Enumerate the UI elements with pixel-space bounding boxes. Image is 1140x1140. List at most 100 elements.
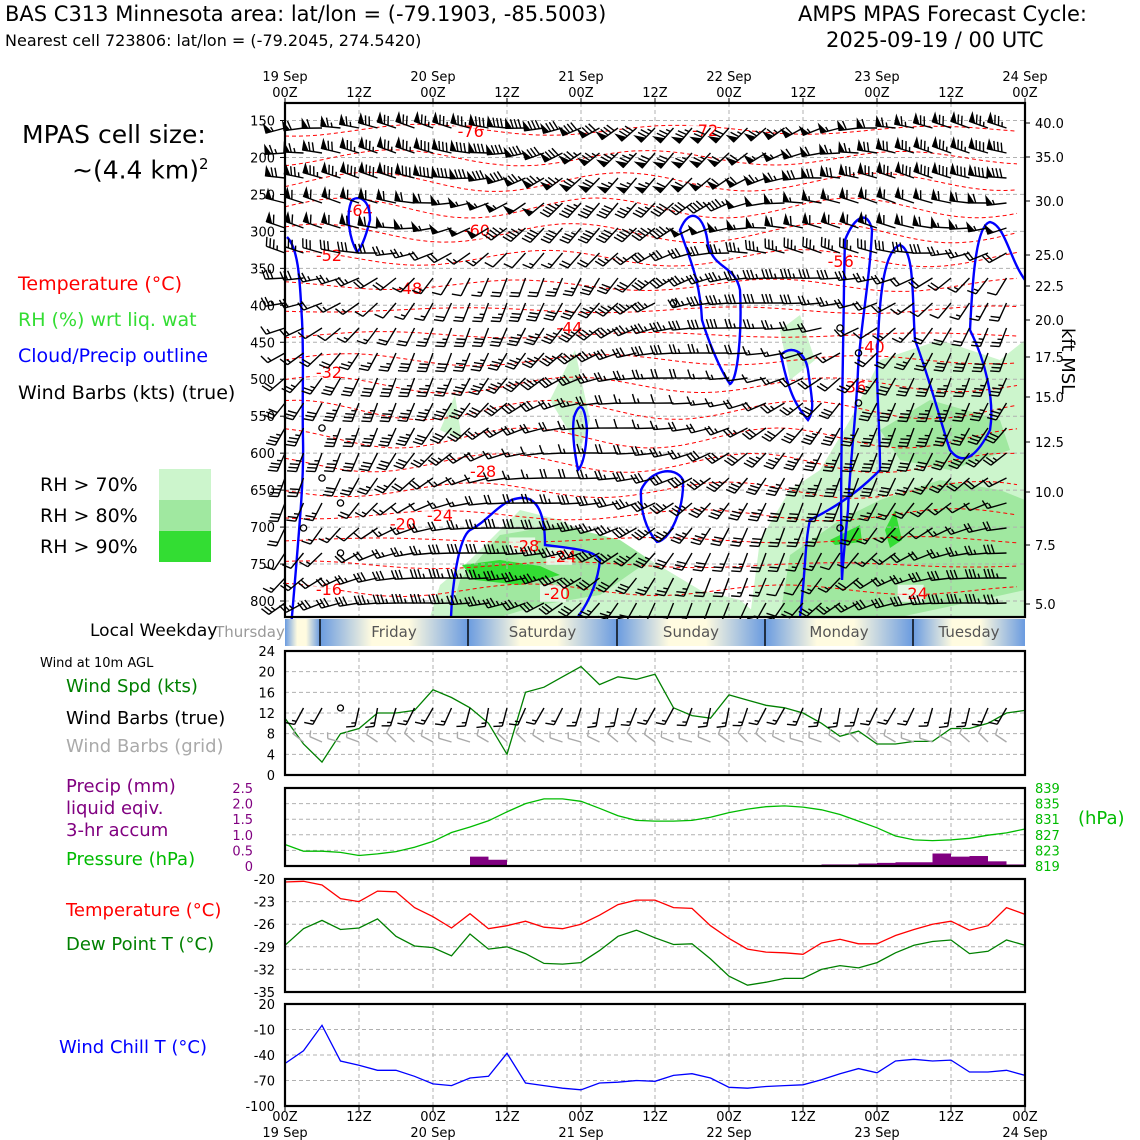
wind-barb xyxy=(950,136,970,154)
barb-half-feather xyxy=(498,358,503,362)
wind-barb xyxy=(483,518,508,529)
barb-feather xyxy=(816,270,821,280)
wind-barb xyxy=(927,502,952,516)
wind-barb xyxy=(303,402,323,422)
wind-barb xyxy=(287,477,305,498)
wind-barb xyxy=(393,218,415,230)
barb-half-feather xyxy=(825,606,831,611)
barb-feather xyxy=(491,291,502,294)
barb-feather xyxy=(986,544,992,554)
wind-barb-grid xyxy=(496,727,508,743)
barb-staff xyxy=(951,502,970,514)
barb-pennant xyxy=(986,138,994,151)
wind-barb xyxy=(596,277,619,295)
barb-feather xyxy=(325,441,335,444)
barb-half-feather xyxy=(843,604,849,610)
barb-feather xyxy=(297,602,305,611)
barb-half-feather xyxy=(534,333,540,336)
barb-feather xyxy=(557,495,562,505)
barb-feather xyxy=(619,281,629,288)
barb-feather xyxy=(836,388,846,394)
barb-feather xyxy=(494,144,500,154)
wind-barb xyxy=(614,125,637,142)
barb-staff xyxy=(440,277,453,296)
wind-barb xyxy=(267,527,286,547)
barb-half-feather xyxy=(589,306,595,310)
barb-feather xyxy=(936,391,946,394)
barb-feather xyxy=(991,341,1001,344)
barb-feather xyxy=(988,394,999,397)
wind-barb xyxy=(334,574,360,585)
barb-feather xyxy=(654,368,659,379)
barb-feather xyxy=(724,294,729,304)
barb-feather xyxy=(783,435,793,441)
barb-feather xyxy=(454,366,465,369)
barb-feather xyxy=(613,236,623,243)
barb-feather xyxy=(545,232,555,238)
barb-feather xyxy=(402,114,405,124)
barb-feather xyxy=(576,419,581,429)
wind-barb xyxy=(931,135,952,154)
barb-feather xyxy=(556,551,563,561)
barb-staff xyxy=(567,252,582,269)
barb-pennant xyxy=(484,173,495,185)
barb-pennant xyxy=(540,123,550,134)
wind-barb-grid xyxy=(994,728,1007,743)
wind-barb xyxy=(594,252,619,267)
barb-feather xyxy=(448,454,457,462)
barb-feather xyxy=(473,361,484,365)
barb-feather xyxy=(694,534,705,539)
barb-pennant xyxy=(876,185,883,199)
barb-feather xyxy=(714,198,722,207)
barb-half-feather xyxy=(437,457,443,462)
barb-feather xyxy=(768,545,778,548)
barb-feather xyxy=(580,310,590,316)
barb-half-feather xyxy=(680,300,685,306)
barb-staff xyxy=(293,707,305,725)
barb-feather xyxy=(800,589,810,595)
barb-feather xyxy=(930,246,936,256)
barb-feather xyxy=(353,281,362,289)
precip-tick-label: 0.5 xyxy=(232,844,253,859)
wind-barb xyxy=(466,169,489,182)
wind-barb xyxy=(838,141,859,154)
barb-staff xyxy=(919,737,933,743)
barb-feather xyxy=(781,377,790,386)
barb-feather xyxy=(483,518,488,529)
barb-half-feather xyxy=(940,598,944,604)
barb-feather xyxy=(788,487,799,490)
wind-barb xyxy=(834,577,859,592)
barb-feather xyxy=(619,157,629,163)
wind-barb xyxy=(667,297,693,309)
barb-feather xyxy=(911,490,922,495)
wind-barb xyxy=(574,372,600,385)
barb-pennant xyxy=(465,229,478,240)
wind-barb xyxy=(318,352,342,369)
barb-feather xyxy=(490,295,501,298)
barb-half-feather xyxy=(789,407,794,412)
wind-speed-tick-label: 16 xyxy=(258,686,275,701)
barb-feather xyxy=(526,338,536,343)
wind-barb xyxy=(705,244,730,255)
barb-feather xyxy=(409,569,414,579)
barb-pennant xyxy=(320,211,328,225)
barb-feather xyxy=(564,309,575,314)
barb-feather xyxy=(804,465,815,469)
barb-pennant xyxy=(265,211,273,225)
barb-half-feather xyxy=(747,349,751,355)
barb-feather xyxy=(340,241,344,252)
barb-feather xyxy=(291,214,294,224)
barb-feather xyxy=(894,366,904,371)
barb-feather xyxy=(649,345,655,355)
wind-barb xyxy=(759,376,785,386)
barb-feather xyxy=(971,415,981,419)
barb-feather xyxy=(300,600,308,610)
wind-barb xyxy=(360,427,379,448)
wind-barb xyxy=(742,269,767,280)
barb-feather xyxy=(741,432,751,440)
barb-feather xyxy=(930,571,936,581)
barb-feather xyxy=(581,154,591,162)
barb-feather xyxy=(917,391,927,394)
barb-feather xyxy=(561,260,571,266)
barb-feather xyxy=(898,465,908,469)
